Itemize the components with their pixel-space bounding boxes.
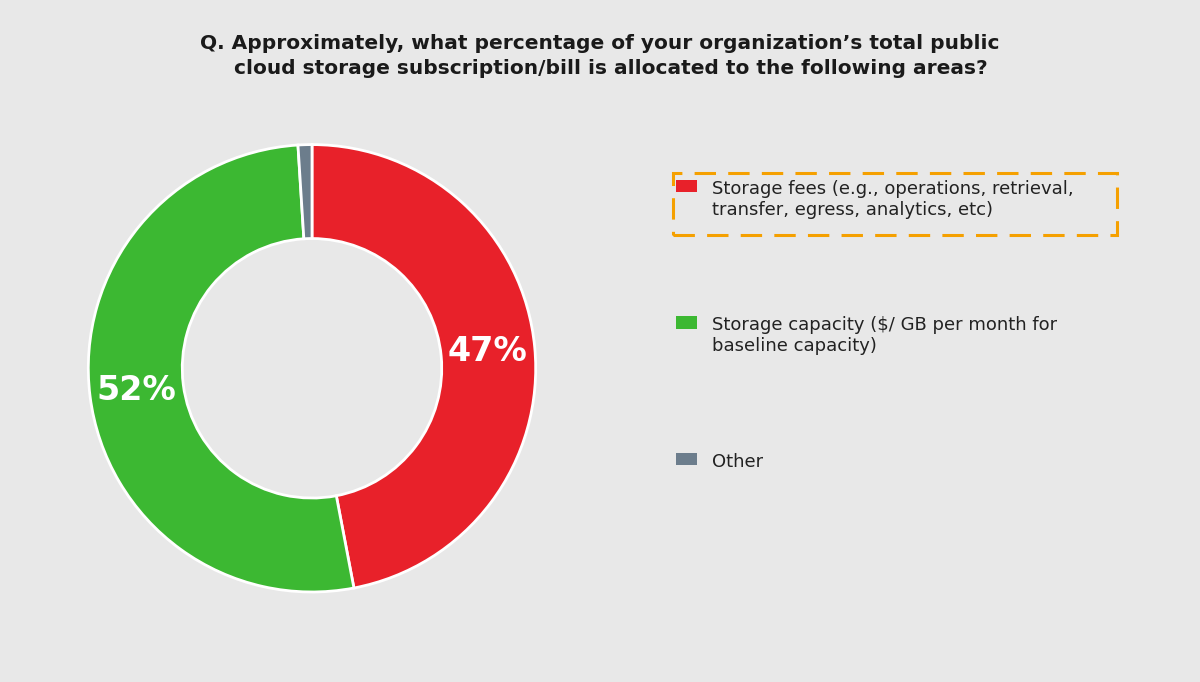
Wedge shape <box>312 145 535 588</box>
Text: Storage fees (e.g., operations, retrieval,
transfer, egress, analytics, etc): Storage fees (e.g., operations, retrieva… <box>712 180 1073 219</box>
Wedge shape <box>298 145 312 239</box>
Text: 47%: 47% <box>448 335 528 368</box>
Wedge shape <box>89 145 354 592</box>
Text: Storage capacity ($/ GB per month for
baseline capacity): Storage capacity ($/ GB per month for ba… <box>712 316 1057 355</box>
Text: Q. Approximately, what percentage of your organization’s total public
   cloud s: Q. Approximately, what percentage of you… <box>200 34 1000 78</box>
Text: Other: Other <box>712 453 763 471</box>
Text: 52%: 52% <box>97 374 176 407</box>
